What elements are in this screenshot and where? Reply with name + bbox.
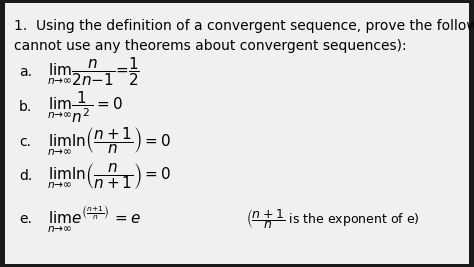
Text: cannot use any theorems about convergent sequences):: cannot use any theorems about convergent… <box>14 39 407 53</box>
Text: $\lim_{n \to \infty} \dfrac{1}{n^2} = 0$: $\lim_{n \to \infty} \dfrac{1}{n^2} = 0$ <box>47 89 123 124</box>
Text: a.: a. <box>19 65 32 79</box>
Text: d.: d. <box>19 169 32 183</box>
Text: 1.  Using the definition of a convergent sequence, prove the following (you: 1. Using the definition of a convergent … <box>14 19 474 33</box>
Text: $\lim_{n \to \infty} \ln\!\left(\dfrac{n+1}{n}\right) = 0$: $\lim_{n \to \infty} \ln\!\left(\dfrac{n… <box>47 125 172 158</box>
Text: $\lim_{n \to \infty} \dfrac{n}{2n-1} = \dfrac{1}{2}$: $\lim_{n \to \infty} \dfrac{n}{2n-1} = \… <box>47 56 140 88</box>
Text: $\left(\dfrac{n+1}{n}\right.$ is the exponent of e): $\left(\dfrac{n+1}{n}\right.$ is the exp… <box>246 207 420 231</box>
Text: $\lim_{n \to \infty} \ln\!\left(\dfrac{n}{n+1}\right) = 0$: $\lim_{n \to \infty} \ln\!\left(\dfrac{n… <box>47 161 172 191</box>
Text: c.: c. <box>19 135 31 148</box>
Text: $\lim_{n \to \infty} e^{\left(\frac{n+1}{n}\right)} = e$: $\lim_{n \to \infty} e^{\left(\frac{n+1}… <box>47 203 142 234</box>
Text: e.: e. <box>19 212 32 226</box>
Text: b.: b. <box>19 100 32 114</box>
